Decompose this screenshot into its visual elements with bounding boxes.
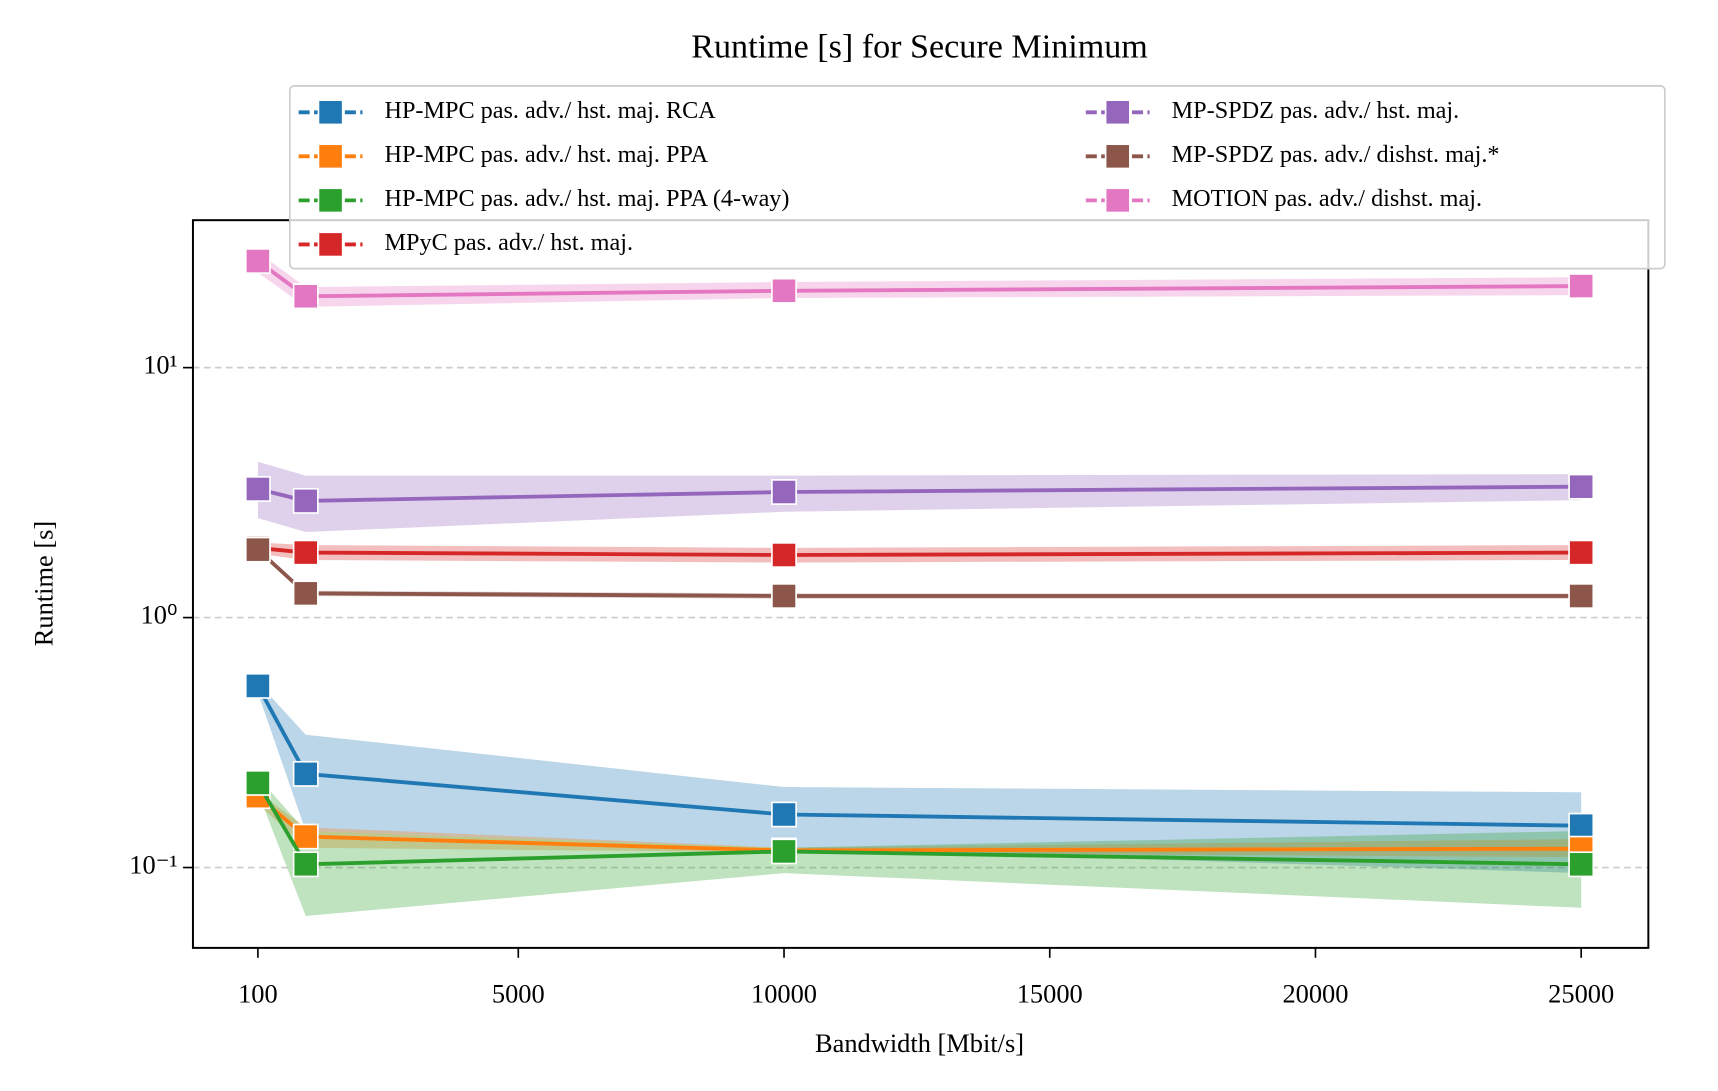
legend-marker xyxy=(317,99,344,126)
marker xyxy=(1568,473,1595,500)
marker xyxy=(292,580,319,607)
confidence-band xyxy=(257,682,1582,874)
marker xyxy=(292,760,319,787)
marker xyxy=(292,851,319,878)
marker xyxy=(244,248,271,274)
series-line xyxy=(256,548,1582,598)
x-tick-label: 100 xyxy=(238,978,278,1008)
marker xyxy=(771,838,797,865)
marker xyxy=(292,823,319,850)
marker xyxy=(292,487,319,514)
x-tick-label: 20000 xyxy=(1282,978,1348,1008)
legend-label: HP-MPC pas. adv./ hst. maj. PPA (4-way) xyxy=(385,185,790,212)
x-axis-label: Bandwidth [Mbit/s] xyxy=(815,1028,1024,1058)
marker xyxy=(244,769,271,796)
legend-label: HP-MPC pas. adv./ hst. maj. RCA xyxy=(385,97,717,124)
marker xyxy=(1568,812,1595,839)
legend-label: HP-MPC pas. adv./ hst. maj. PPA xyxy=(385,141,709,168)
marker xyxy=(1568,851,1595,878)
marker xyxy=(292,283,319,310)
legend-marker xyxy=(317,231,344,258)
marker xyxy=(771,277,797,304)
marker xyxy=(771,801,797,828)
series-line xyxy=(257,484,1582,503)
marker xyxy=(244,536,271,563)
legend-marker xyxy=(317,187,344,214)
marker xyxy=(1568,583,1595,609)
legend-marker xyxy=(1104,99,1131,126)
legend-label: MOTION pas. adv./ dishst. maj. xyxy=(1172,185,1482,212)
confidence-band xyxy=(257,461,1582,532)
legend-label: MP-SPDZ pas. adv./ hst. maj. xyxy=(1172,97,1460,124)
confidence-band xyxy=(257,542,1582,563)
legend: HP-MPC pas. adv./ hst. maj. RCA HP-MPC pa… xyxy=(289,85,1666,270)
series-line xyxy=(256,684,1582,828)
y-axis-label: Runtime [s] xyxy=(29,521,59,646)
series-line xyxy=(256,781,1582,867)
series-line xyxy=(257,545,1582,557)
legend-label: MP-SPDZ pas. adv./ dishst. maj.* xyxy=(1172,141,1500,168)
chart-title: Runtime [s] for Secure Minimum xyxy=(691,28,1148,65)
confidence-band xyxy=(257,777,1582,916)
legend-marker xyxy=(1104,143,1131,170)
marker xyxy=(1568,539,1595,566)
x-tick-label: 5000 xyxy=(492,978,545,1008)
marker xyxy=(244,476,271,502)
x-tick-label: 25000 xyxy=(1548,978,1614,1008)
marker xyxy=(771,479,797,505)
marker xyxy=(771,583,797,609)
legend-box xyxy=(289,85,1666,270)
marker xyxy=(1568,273,1595,300)
legend-label: MPyC pas. adv./ hst. maj. xyxy=(385,229,634,256)
y-tick-label: 10¹ xyxy=(143,350,177,380)
y-tick-label: 10⁰ xyxy=(141,600,178,630)
series-line xyxy=(256,794,1582,853)
legend-marker xyxy=(317,143,344,170)
confidence-band xyxy=(257,792,1582,858)
marker xyxy=(244,672,271,699)
series-line xyxy=(256,259,1582,299)
x-tick-label: 10000 xyxy=(751,978,817,1008)
marker xyxy=(771,542,797,568)
marker xyxy=(292,539,319,566)
legend-marker xyxy=(1104,187,1131,214)
x-tick-label: 15000 xyxy=(1017,978,1083,1008)
y-tick-label: 10⁻¹ xyxy=(129,850,177,880)
